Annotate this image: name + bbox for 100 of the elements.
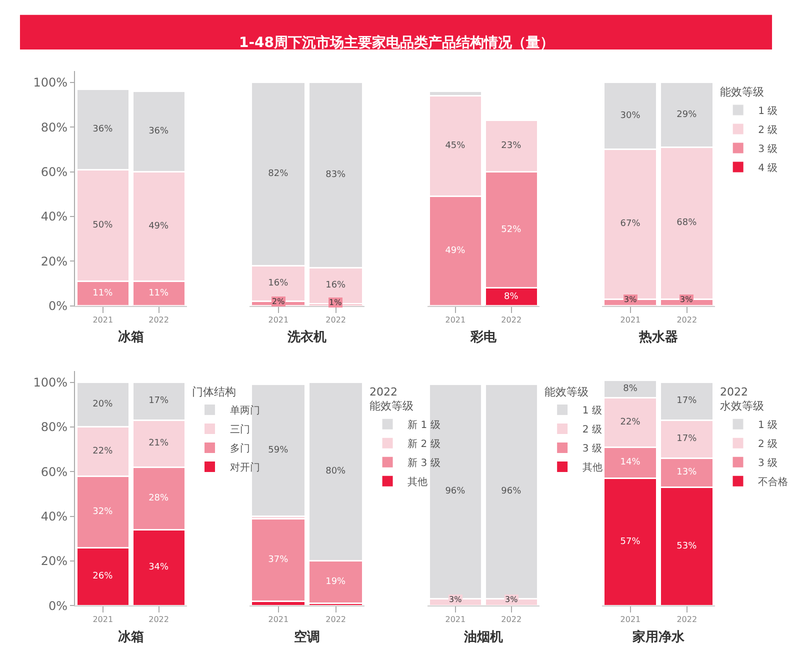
legend-label: 新 2 级 — [408, 438, 440, 450]
data-label: 83% — [326, 170, 346, 180]
data-label: 49% — [445, 246, 466, 256]
y-tick-label: 60% — [40, 464, 68, 479]
data-label: 16% — [326, 280, 346, 291]
data-label: 2% — [272, 297, 286, 306]
data-label: 22% — [620, 417, 641, 428]
legend-label: 3 级 — [758, 456, 778, 469]
data-label: 3% — [624, 295, 638, 304]
data-label: 28% — [148, 493, 170, 504]
x-tick-label: 2022 — [148, 315, 169, 324]
legend-label: 3 级 — [758, 142, 778, 155]
data-label: 17% — [676, 434, 698, 444]
x-tick-label: 2021 — [445, 615, 466, 624]
legend-label: 三门 — [230, 424, 250, 436]
y-tick-label: 100% — [33, 375, 68, 390]
y-tick-label: 0% — [48, 298, 68, 313]
legend-title: 能效等级 — [720, 85, 764, 98]
legend-label: 其他 — [408, 476, 428, 488]
data-label: 49% — [148, 221, 170, 232]
x-tick-label: 2021 — [620, 315, 641, 324]
data-label: 57% — [620, 536, 641, 547]
data-label: 82% — [268, 168, 289, 179]
y-tick-label: 80% — [40, 120, 68, 134]
data-label: 59% — [268, 445, 289, 456]
data-label: 80% — [326, 466, 346, 477]
data-label: 17% — [148, 396, 170, 406]
data-label: 17% — [676, 396, 698, 406]
data-label: 8% — [623, 384, 638, 394]
data-label: 14% — [620, 458, 641, 468]
data-label: 50% — [92, 220, 114, 230]
legend-label: 2 级 — [758, 438, 778, 450]
data-label: 34% — [148, 562, 170, 573]
y-tick-label: 0% — [48, 598, 68, 613]
data-label: 53% — [676, 541, 698, 552]
data-label: 36% — [148, 126, 170, 137]
text: 1-48周下沉市场主要家电品类产品结构情况（量） — [239, 34, 554, 51]
data-label: 8% — [504, 292, 519, 302]
data-label: 68% — [676, 218, 698, 228]
data-label: 11% — [92, 288, 114, 298]
legend-label: 1 级 — [758, 104, 778, 117]
y-tick-label: 20% — [40, 554, 68, 568]
x-axis-title: 家用净水 — [632, 628, 686, 645]
x-tick-label: 2022 — [326, 615, 346, 624]
x-axis-title: 空调 — [294, 628, 320, 645]
legend-title: 门体结构 — [192, 385, 236, 398]
legend-label: 新 1 级 — [408, 418, 440, 431]
x-tick-label: 2021 — [268, 315, 289, 324]
data-label: 32% — [92, 506, 114, 517]
legend-label: 3 级 — [582, 442, 602, 455]
y-tick-label: 40% — [40, 210, 68, 224]
data-label: 19% — [326, 577, 346, 588]
legend-label: 1 级 — [758, 418, 778, 431]
data-label: 29% — [676, 110, 698, 120]
x-tick-label: 2022 — [326, 315, 346, 324]
data-label: 13% — [676, 468, 698, 478]
legend-title: 2022 水效等级 — [720, 385, 764, 413]
data-label: 37% — [268, 554, 289, 565]
y-tick-label: 40% — [40, 509, 68, 524]
data-label: 30% — [620, 110, 641, 121]
x-axis-title: 冰箱 — [118, 628, 144, 645]
data-label: 52% — [501, 224, 522, 235]
y-tick-label: 100% — [33, 76, 68, 90]
y-tick-label: 60% — [40, 164, 68, 179]
data-label: 36% — [92, 124, 114, 134]
x-tick-label: 2022 — [676, 615, 698, 624]
legend-title: 能效等级 — [544, 385, 588, 398]
x-tick-label: 2021 — [445, 315, 466, 324]
data-label: 3% — [680, 295, 694, 304]
data-label: 3% — [505, 595, 518, 604]
legend-label: 对开门 — [230, 462, 260, 474]
data-label: 67% — [620, 219, 641, 230]
x-axis-title: 冰箱 — [118, 328, 144, 345]
x-tick-label: 2022 — [501, 615, 522, 624]
data-label: 96% — [445, 486, 466, 497]
x-tick-label: 2021 — [92, 315, 114, 324]
data-label: 45% — [445, 141, 466, 152]
x-tick-label: 2021 — [268, 615, 289, 624]
data-label: 22% — [92, 446, 114, 456]
x-axis-title: 彩电 — [469, 330, 498, 345]
y-tick-label: 80% — [40, 420, 68, 434]
legend-title: 2022 能效等级 — [370, 385, 414, 413]
data-label: 16% — [268, 278, 289, 288]
x-tick-label: 2022 — [148, 615, 169, 624]
legend-label: 4 级 — [758, 162, 778, 174]
x-tick-label: 2021 — [620, 615, 641, 624]
legend-label: 多门 — [230, 442, 250, 455]
data-label: 23% — [501, 141, 522, 152]
data-label: 3% — [449, 595, 462, 604]
x-axis-title: 热水器 — [638, 330, 678, 345]
legend-label: 1 级 — [582, 404, 602, 417]
x-tick-label: 2021 — [92, 615, 114, 624]
x-tick-label: 2022 — [676, 315, 698, 324]
data-label: 96% — [501, 486, 522, 497]
data-label: 11% — [148, 288, 170, 298]
x-axis-title: 洗衣机 — [286, 328, 327, 345]
y-tick-label: 20% — [40, 254, 68, 268]
legend-label: 2 级 — [758, 124, 778, 136]
data-label: 20% — [92, 400, 114, 410]
legend-label: 新 3 级 — [408, 456, 440, 469]
